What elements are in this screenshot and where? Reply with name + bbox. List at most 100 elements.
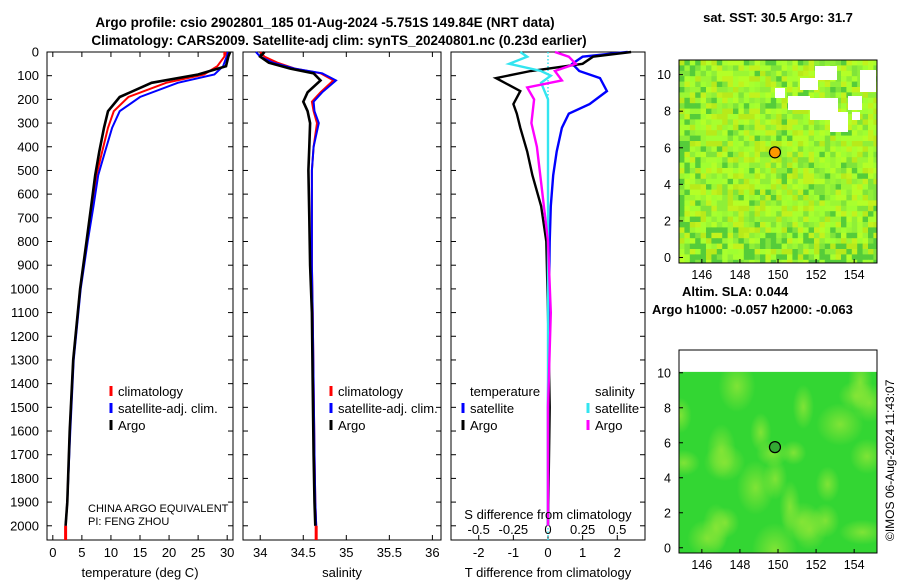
panel-temp-frame — [46, 51, 234, 541]
sla-anomaly-blob — [706, 423, 736, 478]
top-axis-tick-label: -0.5 — [468, 522, 490, 537]
x-tick-label: 148 — [729, 558, 750, 572]
x-tick-label: 35.5 — [377, 545, 402, 560]
sla-anomaly-blob — [679, 449, 701, 476]
sla-anomaly-blob — [780, 501, 824, 542]
sla-map-panel: 146 148 150 152 154 0 2 4 6 8 10 — [657, 349, 878, 572]
top-axis-tick-label: -0.25 — [499, 522, 529, 537]
x-tick-label: 148 — [729, 268, 750, 282]
y-tick-label: 4 — [664, 178, 671, 192]
x-tick-label: 25 — [191, 545, 205, 560]
sla-no-data-band — [679, 350, 877, 372]
argo-float-position-marker — [768, 146, 782, 159]
panel-sal-frame — [242, 51, 442, 541]
x-tick-label: 154 — [844, 268, 865, 282]
sla-anomaly-blob — [750, 412, 772, 453]
panel-sal-xlabel: salinity — [322, 565, 362, 580]
diff-legend-title-temperature: temperature — [470, 384, 540, 399]
pi-affiliation-annotation: CHINA ARGO EQUIVALENT — [88, 503, 229, 515]
top-axis-tick-label: 0.25 — [570, 522, 595, 537]
sst-cloud-gap — [830, 112, 848, 132]
y-tick-label: 10 — [657, 68, 671, 82]
sla-anomaly-blob — [815, 466, 840, 503]
x-tick-label: 0 — [544, 545, 551, 560]
y-tick-label: 10 — [657, 366, 671, 380]
y-tick-label: 1700 — [10, 447, 39, 462]
x-tick-label: 150 — [768, 268, 789, 282]
diff-legend-title-salinity: salinity — [595, 384, 635, 399]
sst-cloud-gap — [788, 96, 810, 110]
x-tick-label: 30 — [220, 545, 234, 560]
legend-label: Argo — [470, 418, 497, 433]
legend-label: satellite — [470, 401, 514, 416]
series-salinity-argo-line — [525, 50, 578, 526]
y-tick-label: 900 — [17, 258, 39, 273]
temperature-panel: 0 5 10 15 20 25 300100200300400500600700800900… — [10, 45, 234, 580]
x-tick-label: 34.5 — [291, 545, 316, 560]
sla-anomaly-blob — [839, 519, 877, 545]
x-tick-label: 20 — [162, 545, 176, 560]
sla-anomaly-blob — [679, 397, 692, 434]
y-tick-label: 4 — [664, 471, 671, 485]
x-tick-label: 15 — [133, 545, 147, 560]
y-tick-label: 6 — [664, 141, 671, 155]
sla-anomaly-blob — [816, 402, 864, 446]
sla-anomaly-blob — [811, 503, 840, 539]
y-tick-label: 8 — [664, 401, 671, 415]
x-tick-label: 2 — [614, 545, 621, 560]
y-tick-label: 1500 — [10, 400, 39, 415]
sst-field — [679, 60, 877, 263]
x-tick-label: 35 — [339, 545, 353, 560]
series-argo-line — [258, 51, 323, 526]
y-tick-label: 2000 — [10, 518, 39, 533]
legend-label: Argo — [595, 418, 622, 433]
sst-cloud-gap — [800, 78, 818, 90]
sla-anomaly-blob — [780, 440, 807, 465]
y-tick-label: 0 — [664, 541, 671, 555]
series-argo-line — [64, 51, 232, 526]
sla-anomaly-blob — [849, 438, 877, 475]
figure-title-line1: Argo profile: csio 2902801_185 01-Aug-20… — [95, 15, 554, 30]
y-tick-label: 1100 — [11, 305, 39, 320]
sla-field — [679, 350, 877, 553]
sla-map-title-line1: Altim. SLA: 0.044 — [682, 284, 789, 299]
diff-top-axis-label: S difference from climatology — [464, 507, 632, 522]
sla-anomaly-blob — [792, 384, 814, 430]
y-tick-label: 500 — [17, 163, 39, 178]
x-tick-label: -1 — [508, 545, 520, 560]
x-tick-label: 5 — [78, 545, 85, 560]
x-tick-label: 146 — [691, 558, 712, 572]
y-tick-label: 400 — [17, 139, 39, 154]
y-tick-label: 800 — [17, 234, 39, 249]
sst-cloud-gap — [848, 96, 862, 110]
y-tick-label: 200 — [17, 92, 39, 107]
y-tick-label: 0 — [32, 45, 39, 60]
y-tick-label: 100 — [17, 68, 39, 83]
y-tick-label: 1900 — [10, 495, 39, 510]
legend-label: Argo — [118, 418, 145, 433]
difference-xlabel: T difference from climatology — [465, 565, 632, 580]
legend-label: climatology — [338, 384, 404, 399]
legend-label: Argo — [338, 418, 365, 433]
imos-credit: ©IMOS 06-Aug-2024 11:43:07 — [883, 379, 897, 541]
sla-anomaly-blob — [718, 360, 756, 413]
y-tick-label: 2 — [664, 214, 671, 228]
sla-anomaly-blob — [702, 503, 730, 552]
x-tick-label: 1 — [579, 545, 586, 560]
y-tick-label: 1300 — [10, 352, 39, 367]
y-tick-label: 1400 — [10, 376, 39, 391]
sst-cloud-gap — [775, 88, 785, 98]
y-tick-label: 300 — [17, 116, 39, 131]
x-tick-label: 154 — [844, 558, 865, 572]
y-tick-label: 1800 — [10, 471, 39, 486]
pi-name-annotation: PI: FENG ZHOU — [88, 516, 169, 528]
x-tick-label: 152 — [806, 558, 827, 572]
y-tick-label: 0 — [664, 251, 671, 265]
legend-label: climatology — [118, 384, 184, 399]
sst-cloud-gap — [860, 70, 876, 92]
figure-title-line2: Climatology: CARS2009. Satellite-adj cli… — [91, 33, 586, 48]
x-tick-label: 10 — [104, 545, 118, 560]
top-axis-tick-label: 0.5 — [608, 522, 626, 537]
y-tick-label: 8 — [664, 105, 671, 119]
x-tick-label: 152 — [806, 268, 827, 282]
